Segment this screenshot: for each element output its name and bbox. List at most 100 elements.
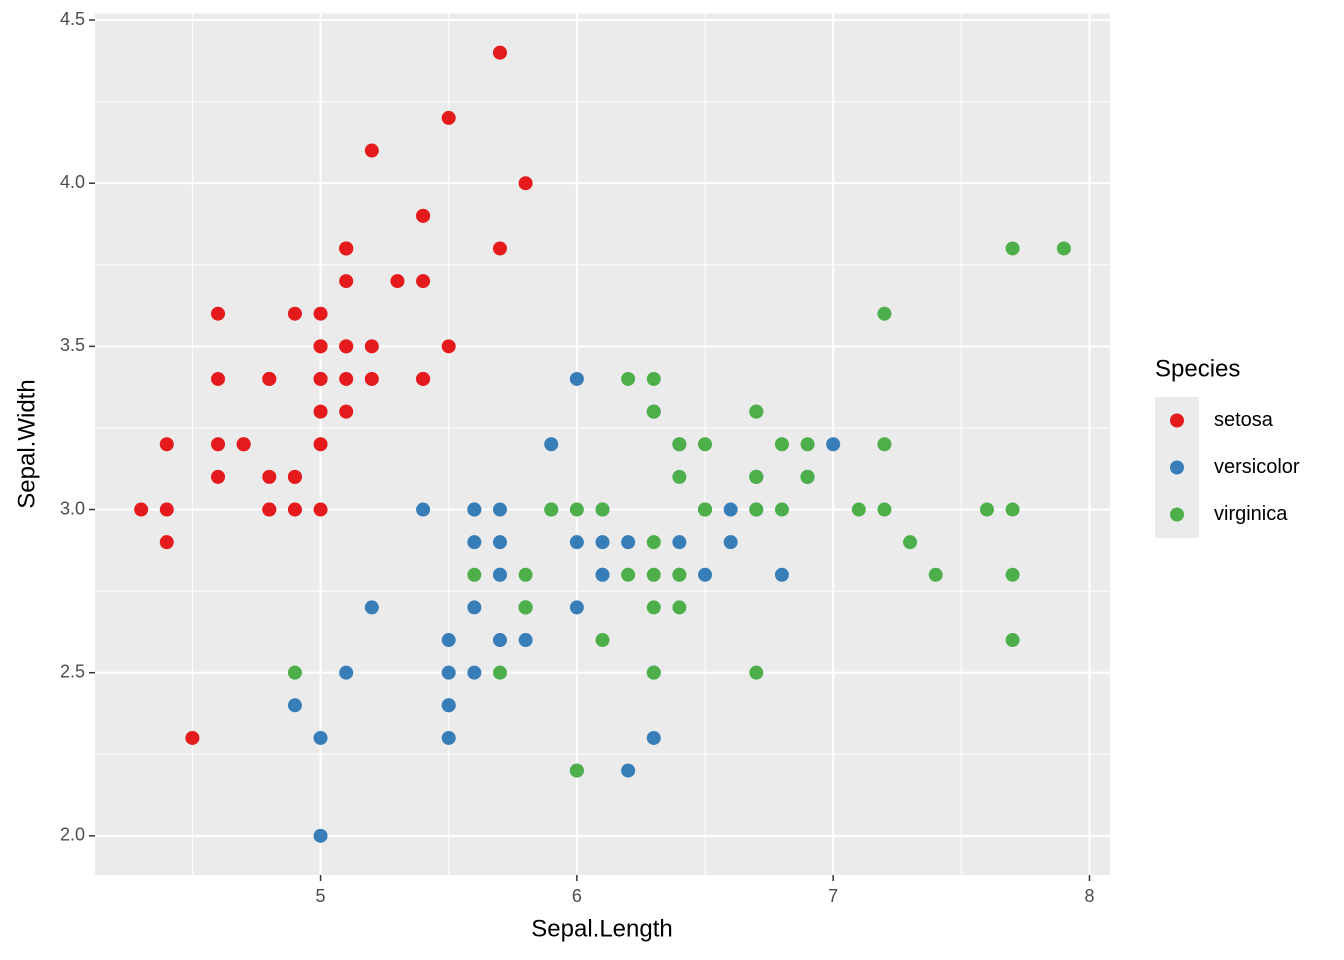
legend: Species setosa versicolor virginica [1155, 355, 1300, 538]
point [339, 241, 354, 256]
panel [95, 13, 1110, 875]
y-axis-title: Sepal.Width [13, 379, 40, 508]
point [1005, 502, 1020, 517]
legend-label: versicolor [1214, 456, 1300, 478]
point [339, 371, 354, 386]
point [159, 437, 174, 452]
point [774, 502, 789, 517]
point [313, 339, 328, 354]
point [749, 502, 764, 517]
point [364, 339, 379, 354]
y-tick-label: 3.5 [60, 335, 85, 355]
point [723, 502, 738, 517]
point [492, 45, 507, 60]
point [672, 469, 687, 484]
point [979, 502, 994, 517]
y-tick-label: 4.0 [60, 172, 85, 192]
point [390, 274, 405, 289]
point [621, 371, 636, 386]
point [826, 437, 841, 452]
point [851, 502, 866, 517]
point [800, 469, 815, 484]
point [287, 665, 302, 680]
point [672, 567, 687, 582]
point [441, 110, 456, 125]
point [416, 208, 431, 223]
point [646, 567, 661, 582]
point [774, 567, 789, 582]
point [1005, 241, 1020, 256]
point [211, 306, 226, 321]
point [313, 371, 328, 386]
point [698, 437, 713, 452]
point [672, 600, 687, 615]
point [313, 730, 328, 745]
point [877, 437, 892, 452]
point [646, 535, 661, 550]
point [236, 437, 251, 452]
point [492, 633, 507, 648]
legend-title: Species [1155, 355, 1240, 382]
point [467, 665, 482, 680]
point [134, 502, 149, 517]
point [467, 567, 482, 582]
point [595, 535, 610, 550]
point [262, 469, 277, 484]
y-tick-label: 4.5 [60, 9, 85, 29]
point [646, 665, 661, 680]
point [569, 371, 584, 386]
point [492, 535, 507, 550]
y-tick-label: 3.0 [60, 498, 85, 518]
legend-key [1170, 460, 1184, 475]
point [1005, 633, 1020, 648]
point [364, 600, 379, 615]
point [159, 535, 174, 550]
point [313, 404, 328, 419]
point [672, 437, 687, 452]
point [441, 339, 456, 354]
point [416, 502, 431, 517]
x-tick-label: 6 [572, 886, 582, 906]
point [467, 502, 482, 517]
point [441, 633, 456, 648]
point [749, 404, 764, 419]
point [339, 665, 354, 680]
point [364, 143, 379, 158]
point [262, 371, 277, 386]
point [441, 665, 456, 680]
point [621, 567, 636, 582]
point [774, 437, 789, 452]
x-tick-label: 7 [828, 886, 838, 906]
legend-key [1170, 507, 1184, 522]
point [518, 600, 533, 615]
point [518, 176, 533, 191]
point [749, 469, 764, 484]
point [595, 633, 610, 648]
point [211, 469, 226, 484]
point [646, 730, 661, 745]
point [569, 763, 584, 778]
point [441, 698, 456, 713]
point [646, 371, 661, 386]
point [723, 535, 738, 550]
point [1056, 241, 1071, 256]
point [698, 502, 713, 517]
point [595, 502, 610, 517]
points [134, 45, 1071, 843]
legend-label: setosa [1214, 409, 1274, 431]
point [569, 502, 584, 517]
point [313, 828, 328, 843]
point [928, 567, 943, 582]
point [569, 600, 584, 615]
x-tick-label: 8 [1084, 886, 1094, 906]
point [544, 437, 559, 452]
point [339, 404, 354, 419]
point [287, 306, 302, 321]
axes: 5 6 7 8 2.0 2.5 3.0 3.5 4.0 4.5 [60, 9, 1095, 906]
point [621, 535, 636, 550]
point [646, 600, 661, 615]
point [313, 502, 328, 517]
point [262, 502, 277, 517]
point [646, 404, 661, 419]
